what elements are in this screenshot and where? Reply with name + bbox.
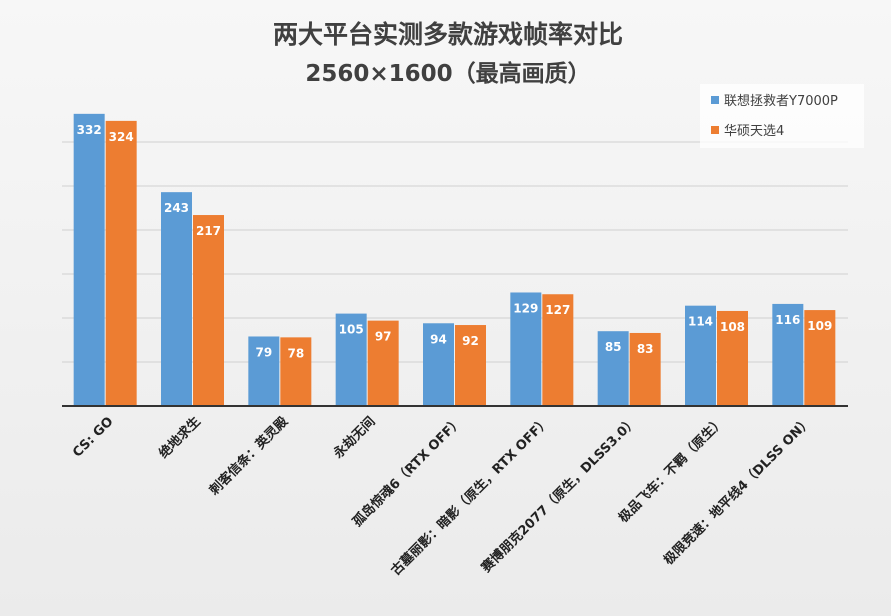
data-label: 85: [605, 340, 622, 354]
data-label: 105: [339, 323, 364, 337]
data-label: 129: [513, 301, 538, 315]
bar-1-4: [335, 313, 367, 406]
bar-1-8: [685, 305, 716, 406]
bars: 332 324 243 217 79 78 105 97 94 92 129 127 85 83 114 10…: [73, 113, 836, 406]
category-label: 赛博朋克2077（原生，DLSS3.0）: [478, 414, 641, 577]
data-label: 83: [637, 342, 654, 356]
data-label: 217: [196, 224, 221, 238]
chart-title: 两大平台实测多款游戏帧率对比: [273, 20, 623, 49]
data-label: 243: [164, 201, 189, 215]
bar-1-1: [73, 113, 105, 406]
data-label: 127: [545, 303, 570, 317]
legend-swatch-2: [711, 126, 719, 134]
bar-1-2: [161, 192, 192, 406]
data-label: 97: [375, 330, 392, 344]
data-label: 324: [109, 130, 134, 144]
bar-1-5: [423, 323, 454, 406]
bar-1-7: [597, 331, 629, 406]
data-label: 109: [807, 319, 832, 333]
legend-box: [700, 84, 864, 148]
bar-2-5: [455, 325, 486, 406]
bar-2-7: [629, 332, 661, 406]
data-label: 92: [462, 334, 479, 348]
data-label: 114: [688, 315, 713, 329]
bar-2-3: [280, 337, 312, 406]
legend: 联想拯救者Y7000P 华硕天选4: [700, 84, 864, 148]
data-label: 108: [720, 320, 745, 334]
bar-1-6: [510, 292, 542, 406]
category-label: CS: GO: [70, 414, 116, 460]
legend-label-2: 华硕天选4: [724, 124, 784, 139]
category-label: 绝地求生: [156, 414, 204, 462]
category-label: 永劫无间: [330, 414, 379, 463]
bar-2-1: [105, 120, 137, 406]
data-label: 78: [287, 346, 304, 360]
bar-1-3: [248, 336, 280, 406]
bar-1-9: [772, 303, 804, 406]
bar-2-4: [367, 320, 399, 406]
data-label: 116: [775, 313, 800, 327]
data-label: 94: [430, 332, 447, 346]
data-label: 332: [77, 123, 102, 137]
category-label: 刺客信条：英灵殿: [206, 413, 292, 499]
bar-2-6: [542, 294, 574, 406]
chart-subtitle: 2560×1600（最高画质）: [305, 60, 590, 87]
category-label: 极限竞速：地平线4（DLSS ON）: [660, 414, 815, 569]
bar-2-8: [717, 310, 748, 406]
data-label: 79: [255, 345, 272, 359]
bar-2-9: [804, 310, 836, 406]
category-label: 古墓丽影：暗影（原生，RTX OFF）: [388, 414, 553, 579]
legend-swatch-1: [711, 96, 719, 104]
bar-2-2: [193, 215, 224, 406]
legend-label-1: 联想拯救者Y7000P: [724, 93, 838, 109]
